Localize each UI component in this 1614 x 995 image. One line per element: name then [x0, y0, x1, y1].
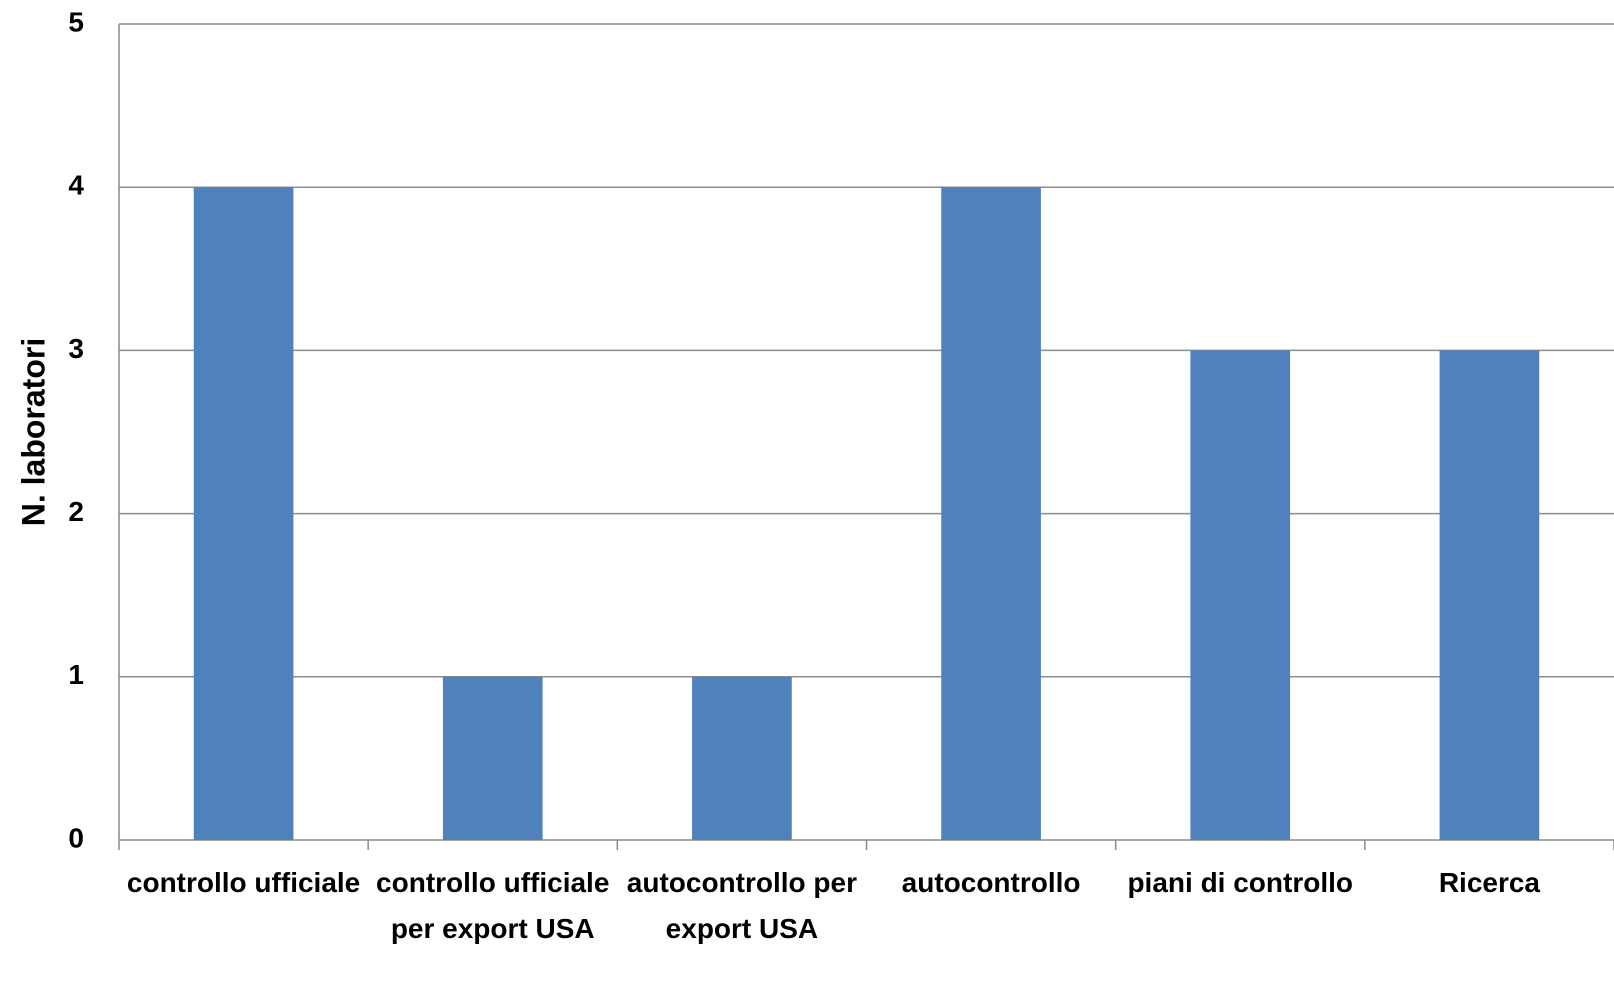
x-tick-label: piani di controllo	[1127, 867, 1353, 898]
y-tick-label: 4	[68, 170, 84, 201]
y-axis-label: N. laboratori	[15, 338, 51, 526]
y-tick-label: 1	[68, 659, 84, 690]
bar	[193, 187, 294, 840]
x-tick-label: controllo ufficiale	[126, 867, 361, 898]
y-tick-label: 3	[68, 333, 84, 364]
x-tick-label: Ricerca	[1438, 867, 1540, 898]
bar	[1439, 350, 1540, 840]
x-tick-label: controllo ufficiale per export USA	[376, 867, 610, 944]
y-tick-label: 2	[68, 496, 84, 527]
y-tick-label: 0	[68, 822, 84, 853]
bar	[692, 676, 792, 840]
x-tick-label: autocontrollo	[901, 867, 1081, 898]
x-tick-label: autocontrollo per export USA	[626, 867, 858, 944]
bar	[442, 676, 543, 840]
bar	[941, 187, 1041, 840]
y-tick-label: 5	[68, 6, 84, 37]
bar	[1190, 350, 1291, 840]
